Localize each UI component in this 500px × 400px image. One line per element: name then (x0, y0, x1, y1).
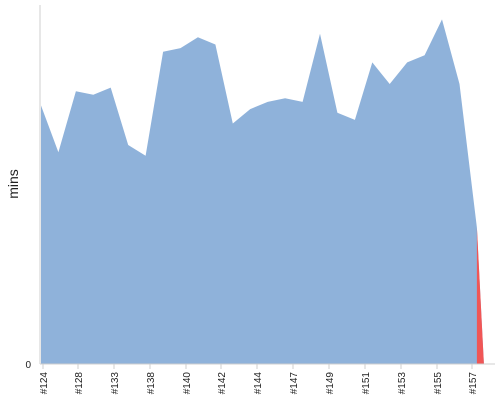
x-tick-label: #124 (39, 372, 50, 395)
x-tick-label: #151 (361, 372, 372, 395)
y-tick-label: 0 (25, 360, 31, 371)
y-axis-label: mins (5, 169, 21, 199)
x-tick-label: #157 (468, 372, 479, 395)
x-tick-label: #133 (110, 372, 121, 395)
x-tick-label: #153 (397, 372, 408, 395)
x-tick-label: #140 (182, 372, 193, 395)
x-tick-label: #128 (74, 372, 85, 395)
series-layer (41, 19, 490, 365)
x-tick-label: #138 (146, 372, 157, 395)
x-tick-label: #142 (217, 372, 228, 395)
area-series-1 (476, 227, 490, 364)
x-tick-label: #155 (433, 372, 444, 395)
x-tick-label: #147 (289, 372, 300, 395)
x-tick-label: #144 (253, 372, 264, 395)
area-series-0 (41, 19, 484, 365)
x-tick-label: #149 (325, 372, 336, 395)
x-ticks-layer: #124 #128 #133 #138 #140 #142 #144 #147 #149 #151… (39, 364, 479, 394)
